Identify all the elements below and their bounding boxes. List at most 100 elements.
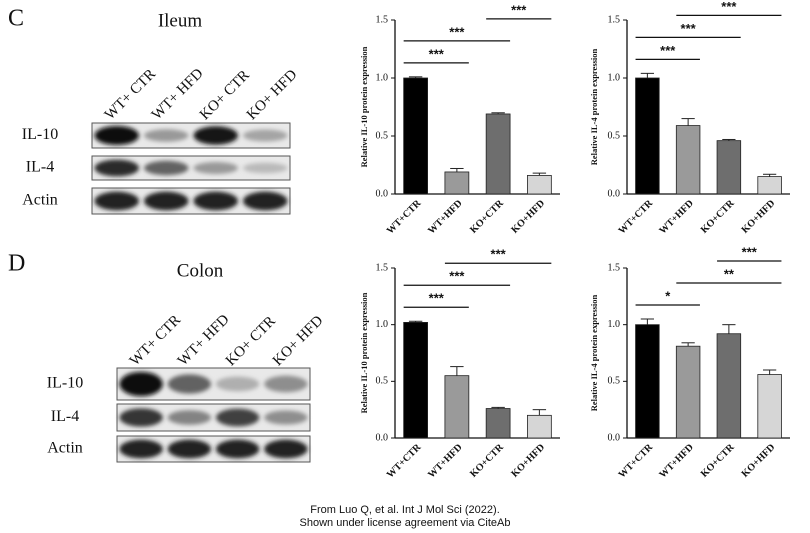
blot-row-label: IL-4 xyxy=(51,408,79,425)
blot-band xyxy=(143,191,189,211)
blot-band xyxy=(94,191,140,211)
blot-band xyxy=(193,162,239,174)
x-tick-label: KO+HFD xyxy=(740,198,778,236)
bar xyxy=(444,375,470,439)
bar xyxy=(757,176,782,195)
significance-label: *** xyxy=(449,24,465,39)
y-tick-label: 1.5 xyxy=(608,262,621,273)
y-tick-label: 0.0 xyxy=(376,188,389,199)
bar xyxy=(716,333,742,439)
blot-band xyxy=(94,159,140,177)
tissue-title: Ileum xyxy=(158,10,203,31)
y-tick-label: 0.5 xyxy=(608,130,621,141)
significance-label: *** xyxy=(429,46,445,61)
blot-band xyxy=(119,408,163,427)
bar xyxy=(635,324,660,439)
blot-band xyxy=(264,375,308,393)
y-tick-label: 1.0 xyxy=(608,72,621,83)
significance-label: ** xyxy=(724,266,735,281)
blot-band xyxy=(167,410,212,425)
blot-band xyxy=(242,191,288,211)
bar xyxy=(757,374,782,439)
x-tick-label: WT+CTR xyxy=(385,197,424,236)
blot-band xyxy=(167,374,212,394)
x-tick-label: KO+CTR xyxy=(699,197,737,235)
blot-row-label: Actin xyxy=(22,192,58,209)
y-tick-label: 1.5 xyxy=(608,14,621,25)
x-tick-label: WT+HFD xyxy=(426,442,465,481)
blot-band xyxy=(215,439,260,459)
x-tick-label: WT+HFD xyxy=(426,198,465,237)
y-tick-label: 1.5 xyxy=(376,262,389,273)
blot-band xyxy=(193,191,239,211)
x-tick-label: KO+HFD xyxy=(509,442,547,480)
y-axis-label: Relative IL-4 protein expression xyxy=(589,48,599,165)
lane-label: KO+ HFD xyxy=(270,313,327,370)
y-axis-label: Relative IL-10 protein expression xyxy=(359,292,369,413)
credit: Shown under license agreement via CiteAb xyxy=(300,517,511,529)
lane-label: KO+ HFD xyxy=(244,67,301,124)
y-tick-label: 0.5 xyxy=(376,376,389,387)
x-tick-label: WT+CTR xyxy=(617,197,656,236)
significance-label: *** xyxy=(491,247,507,262)
blot-row-label: Actin xyxy=(47,440,83,457)
panel-label: D xyxy=(8,251,25,277)
blot-band xyxy=(193,126,239,145)
significance-label: *** xyxy=(721,0,737,14)
x-tick-label: WT+HFD xyxy=(657,442,696,481)
bar xyxy=(485,408,511,439)
blot-band xyxy=(94,126,140,145)
significance-label: *** xyxy=(429,291,445,306)
lane-label: WT+ CTR xyxy=(127,312,184,369)
blot-band xyxy=(119,439,163,459)
lane-label: WT+ HFD xyxy=(149,65,207,123)
y-axis-label: Relative IL-4 protein expression xyxy=(589,294,599,411)
y-tick-label: 0.0 xyxy=(608,432,621,443)
x-tick-label: WT+CTR xyxy=(385,441,424,480)
blot-band xyxy=(242,162,288,174)
tissue-title: Colon xyxy=(177,260,224,281)
bar xyxy=(675,345,701,439)
blot-band xyxy=(215,408,260,427)
blot-band xyxy=(242,129,288,142)
blot-row-label: IL-10 xyxy=(22,126,58,143)
panel-label: C xyxy=(8,6,24,32)
blot-row-label: IL-4 xyxy=(26,159,54,176)
y-tick-label: 0.5 xyxy=(608,376,621,387)
y-axis-label: Relative IL-10 protein expression xyxy=(359,46,369,167)
blot-band xyxy=(143,160,189,176)
blot-band xyxy=(143,129,189,142)
bar xyxy=(485,113,511,195)
y-tick-label: 1.0 xyxy=(376,319,389,330)
x-tick-label: KO+CTR xyxy=(699,441,737,479)
blot-band xyxy=(264,439,308,459)
x-tick-label: KO+CTR xyxy=(468,197,506,235)
significance-label: *** xyxy=(742,244,758,259)
x-tick-label: KO+HFD xyxy=(509,198,547,236)
blot-band xyxy=(264,410,308,425)
y-tick-label: 1.0 xyxy=(376,72,389,83)
significance-label: *** xyxy=(511,2,527,17)
y-tick-label: 0.0 xyxy=(608,188,621,199)
bar xyxy=(403,321,428,439)
x-tick-label: KO+HFD xyxy=(740,442,778,480)
x-tick-label: KO+CTR xyxy=(468,441,506,479)
bar xyxy=(716,140,742,195)
bar xyxy=(635,77,660,195)
significance-label: *** xyxy=(660,43,676,58)
x-tick-label: WT+HFD xyxy=(657,198,696,237)
x-tick-label: WT+CTR xyxy=(617,441,656,480)
blot-band xyxy=(167,439,212,459)
y-tick-label: 0.5 xyxy=(376,130,389,141)
bar xyxy=(403,77,428,195)
bar xyxy=(527,175,552,195)
y-tick-label: 0.0 xyxy=(376,432,389,443)
y-tick-label: 1.0 xyxy=(608,319,621,330)
lane-label: WT+ HFD xyxy=(175,311,233,369)
y-tick-label: 1.5 xyxy=(376,14,389,25)
significance-label: *** xyxy=(449,269,465,284)
blot-band xyxy=(215,376,260,392)
bar xyxy=(527,414,552,439)
blot-row-label: IL-10 xyxy=(47,375,83,392)
